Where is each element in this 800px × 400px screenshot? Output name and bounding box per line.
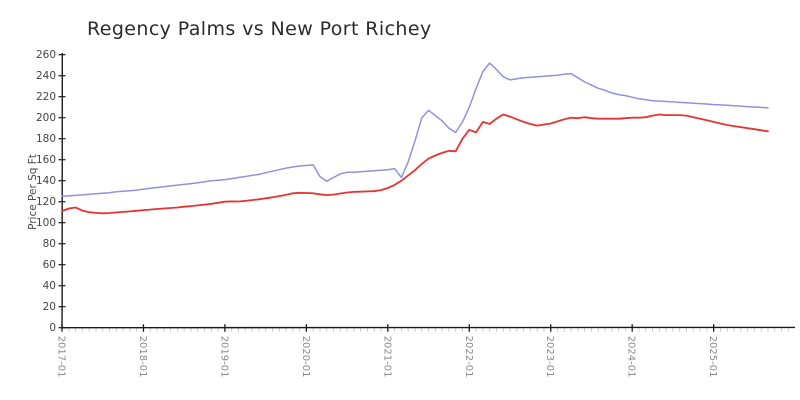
series-line-regency-palms (61, 62, 769, 198)
x-tick-label: 2017-01 (56, 336, 67, 378)
y-tick-label: 240 (36, 70, 56, 82)
x-tick-label: 2023-01 (544, 336, 555, 378)
y-tick-label: 40 (43, 280, 56, 292)
y-tick-label: 220 (36, 91, 56, 103)
y-tick-label: 200 (36, 112, 56, 124)
y-tick-label: 80 (43, 238, 56, 250)
x-tick-label: 2019-01 (218, 336, 229, 378)
x-tick-label: 2020-01 (300, 336, 311, 378)
y-tick-label: 60 (43, 259, 56, 271)
y-tick-label: 140 (36, 175, 56, 187)
y-tick-label: 120 (36, 196, 56, 208)
x-tick-label: 2025-01 (707, 336, 718, 378)
y-tick-label: 260 (36, 49, 56, 61)
x-tick-label: 2022-01 (463, 336, 474, 378)
x-tick-label: 2021-01 (381, 336, 392, 378)
chart-title: Regency Palms vs New Port Richey (87, 18, 432, 40)
y-tick-label: 180 (36, 133, 56, 145)
y-tick-label: 160 (36, 154, 56, 166)
series-line-new-port-richey (61, 113, 769, 215)
x-tick-label: 2024-01 (626, 336, 637, 378)
y-tick-label: 100 (36, 217, 56, 229)
y-tick-label: 20 (43, 301, 56, 313)
y-tick-label: 0 (49, 322, 56, 334)
x-tick-label: 2018-01 (137, 336, 148, 378)
